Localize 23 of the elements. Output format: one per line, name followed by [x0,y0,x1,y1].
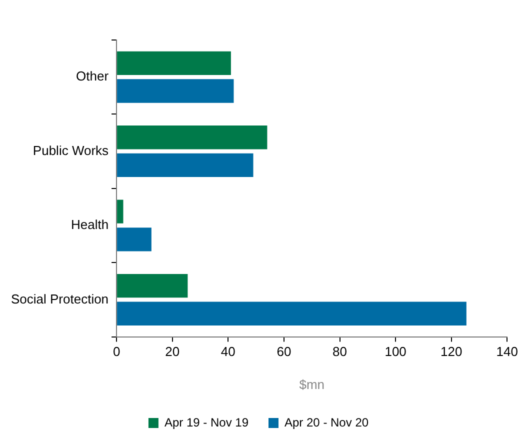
bar [117,200,124,224]
y-tick-label: Other [76,68,110,84]
bar [117,302,466,326]
x-tick-label: 60 [276,344,292,360]
x-axis-title: $mn [299,376,324,392]
x-tick-label: 20 [165,344,180,360]
x-tick-label: 140 [496,344,518,360]
legend-label: Apr 19 - Nov 19 [164,415,249,430]
y-tick-label: Health [70,217,109,232]
bar [117,228,152,252]
x-tick-label: 100 [384,344,406,360]
x-tick-label: 40 [220,344,236,360]
y-tick-label: Public Works [32,142,110,158]
x-tick-label: 80 [332,344,347,360]
bar [117,51,231,76]
x-tick-label: 120 [440,344,462,360]
bar [117,274,188,298]
y-tick-label: Social Protection [10,291,109,306]
bar [117,79,234,103]
legend-label: Apr 20 - Nov 20 [284,415,369,430]
bar [117,153,254,178]
x-tick-label: 0 [112,344,120,360]
bar [117,126,268,150]
